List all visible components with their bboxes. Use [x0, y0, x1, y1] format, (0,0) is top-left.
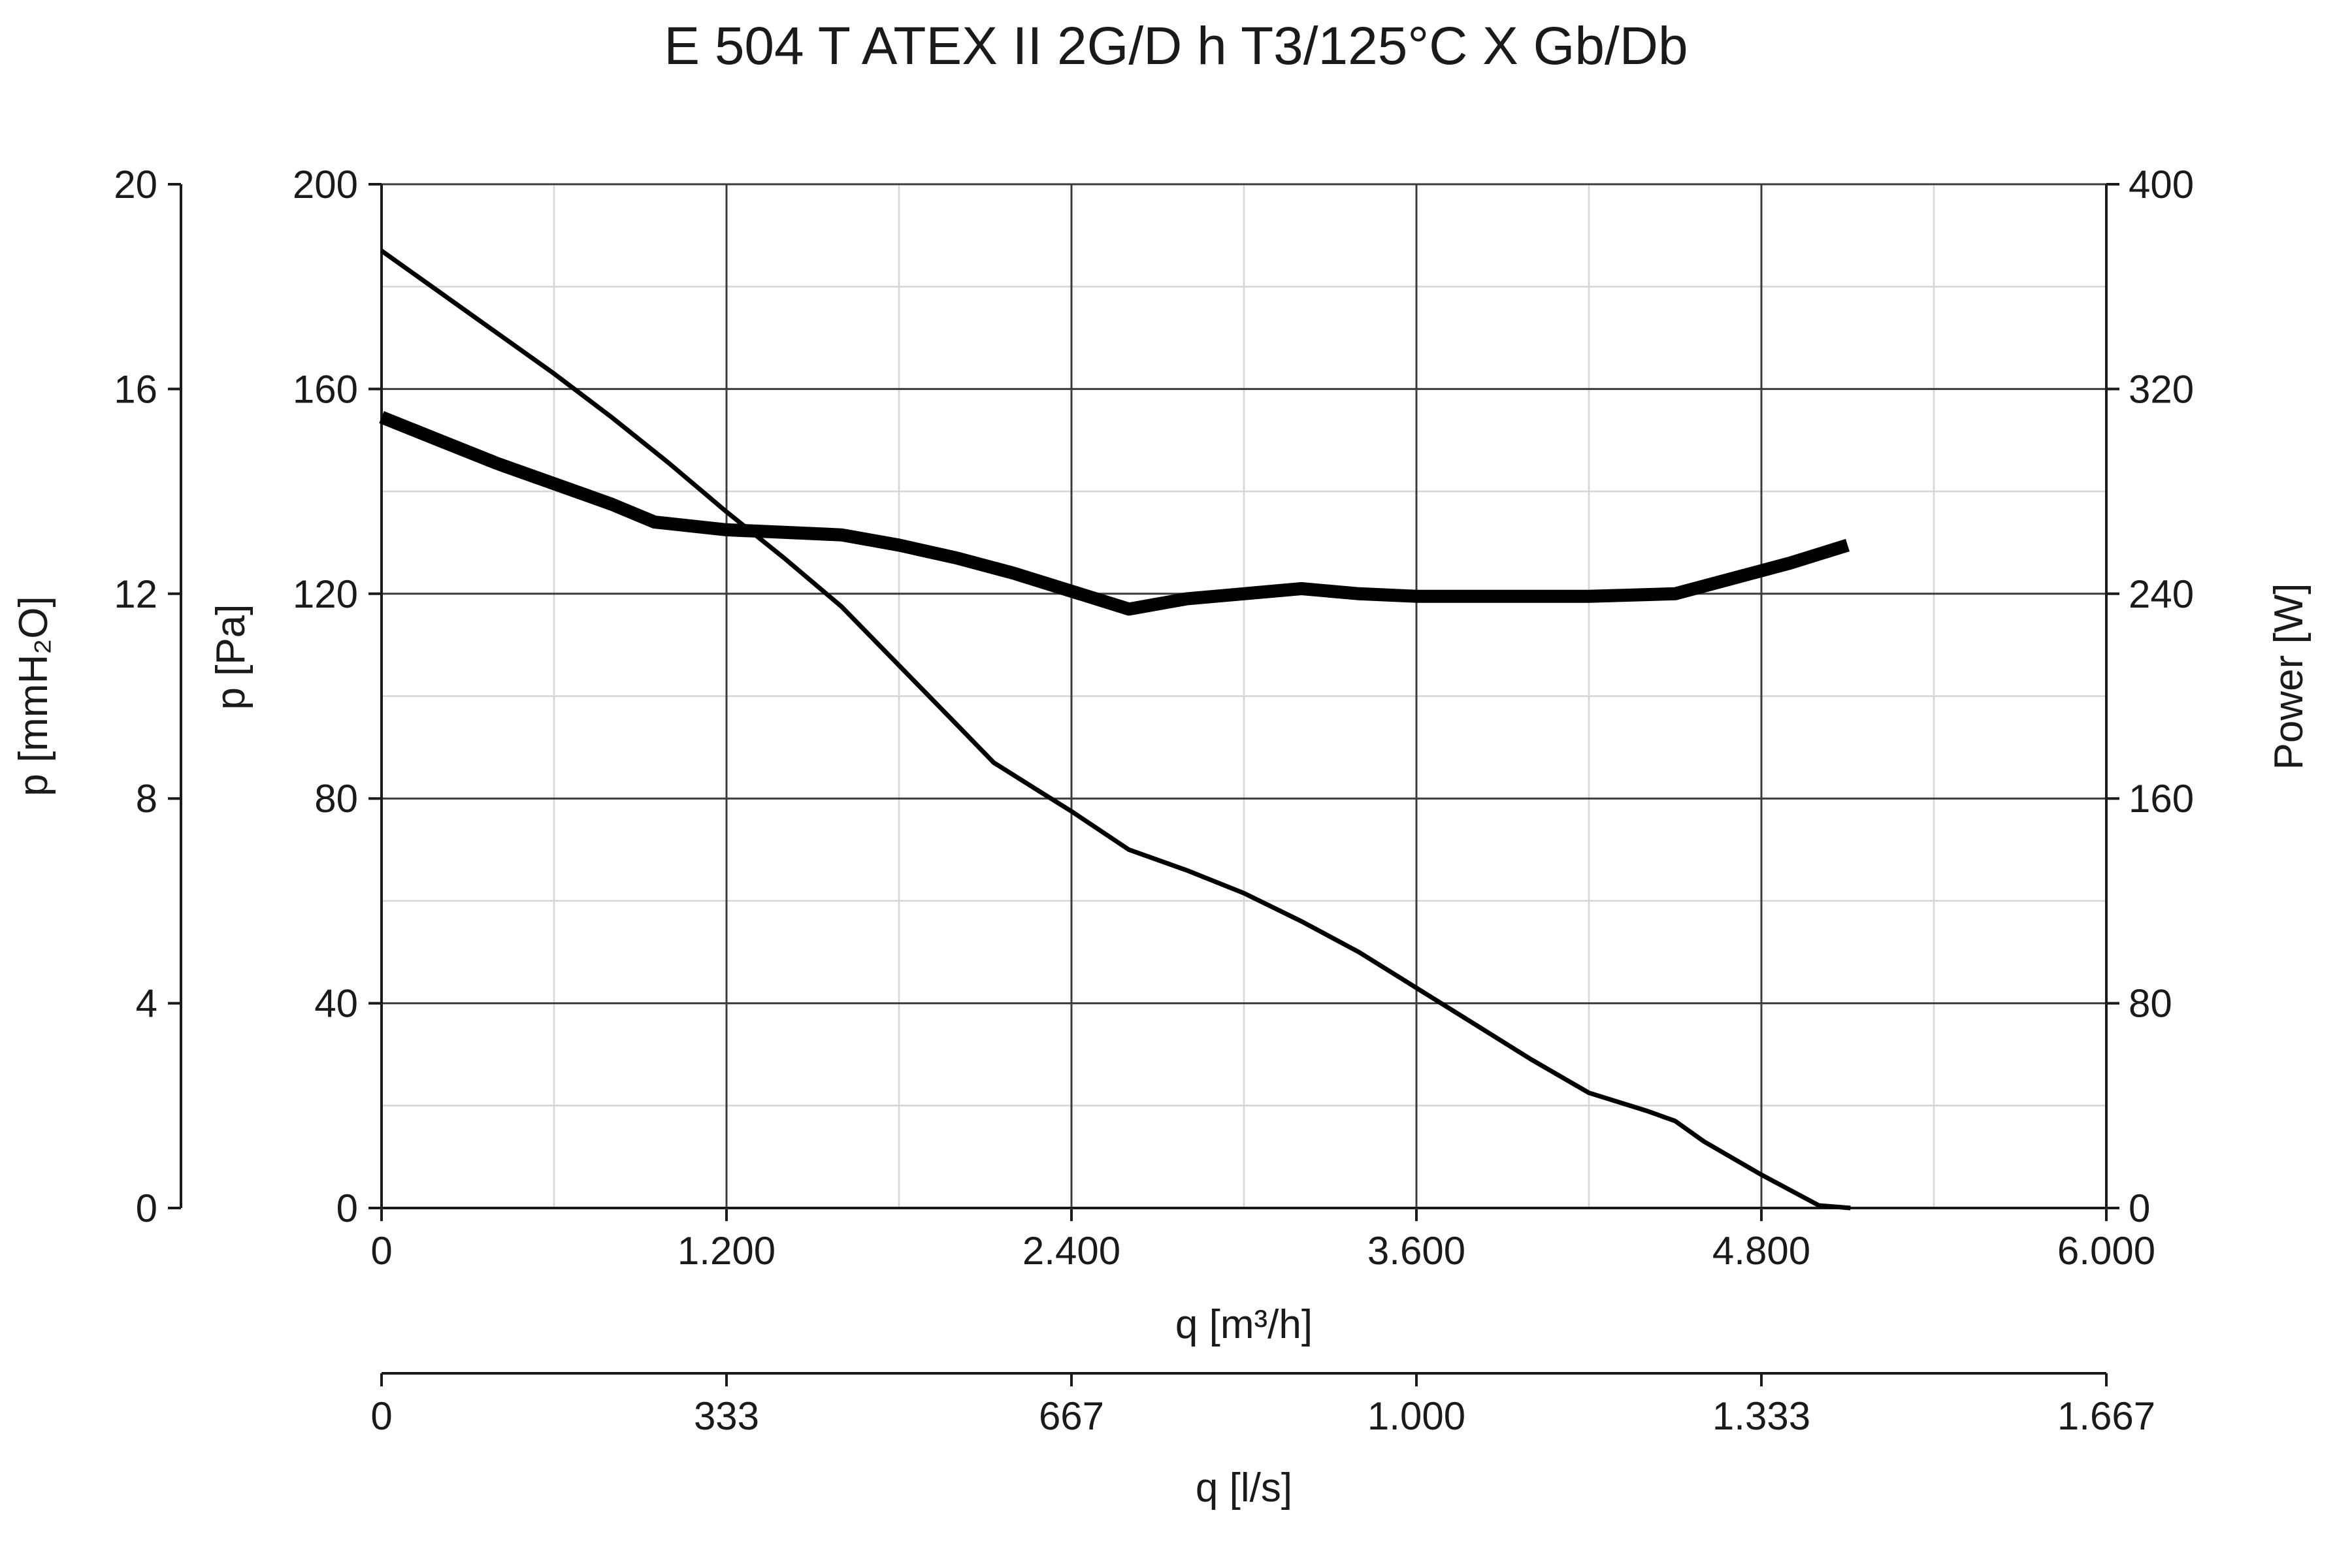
y-axis-label-pa: p [Pa]	[208, 604, 253, 710]
tick-label-power: 320	[2129, 367, 2194, 411]
tick-label-mmh2o: 8	[136, 777, 157, 821]
tick-label-power: 400	[2129, 163, 2194, 206]
axis-labels: q [m³/h] q [l/s] p [mmH₂O] p [Pa] Power [W]	[11, 583, 2311, 1511]
x-axis-label-ls: q [l/s]	[1196, 1465, 1292, 1511]
tick-label-m3h: 2.400	[1022, 1229, 1120, 1273]
tick-label-mmh2o: 0	[136, 1186, 157, 1230]
tick-label-ls: 1.333	[1712, 1394, 1810, 1438]
tick-label-mmh2o: 16	[114, 367, 157, 411]
tick-label-m3h: 6.000	[2057, 1229, 2155, 1273]
pressure-curve	[380, 249, 1851, 1211]
y-axis-label-power: Power [W]	[2266, 583, 2311, 770]
tick-label-mmh2o: 12	[114, 572, 157, 616]
tick-label-pa: 0	[336, 1186, 358, 1230]
tick-label-power: 0	[2129, 1186, 2150, 1230]
tick-label-m3h: 4.800	[1712, 1229, 1810, 1273]
tick-label-pa: 160	[293, 367, 358, 411]
tick-label-ls: 0	[370, 1394, 392, 1438]
tick-label-pa: 120	[293, 572, 358, 616]
power-curve	[379, 411, 1850, 616]
x-axis-label-m3h: q [m³/h]	[1175, 1302, 1313, 1347]
tick-label-ls: 1.000	[1367, 1394, 1465, 1438]
tick-label-pa: 80	[314, 777, 358, 821]
tick-label-power: 240	[2129, 572, 2194, 616]
tick-label-pa: 200	[293, 163, 358, 206]
tick-label-ls: 667	[1039, 1394, 1104, 1438]
tick-label-power: 80	[2129, 982, 2172, 1026]
axes	[168, 183, 2119, 1386]
tick-label-m3h: 1.200	[678, 1229, 776, 1273]
tick-label-ls: 333	[694, 1394, 759, 1438]
minor-gridlines	[382, 184, 2106, 1208]
tick-label-ls: 1.667	[2057, 1394, 2155, 1438]
tick-label-m3h: 0	[370, 1229, 392, 1273]
y-axis-label-mmh2o: p [mmH₂O]	[11, 596, 56, 796]
tick-label-pa: 40	[314, 982, 358, 1026]
tick-label-mmh2o: 4	[136, 982, 157, 1026]
tick-label-mmh2o: 20	[114, 163, 157, 206]
chart-title: E 504 T ATEX II 2G/D h T3/125°C X Gb/Db	[664, 16, 1688, 76]
curves	[379, 249, 1851, 1211]
tick-label-power: 160	[2129, 777, 2194, 821]
tick-label-m3h: 3.600	[1367, 1229, 1465, 1273]
